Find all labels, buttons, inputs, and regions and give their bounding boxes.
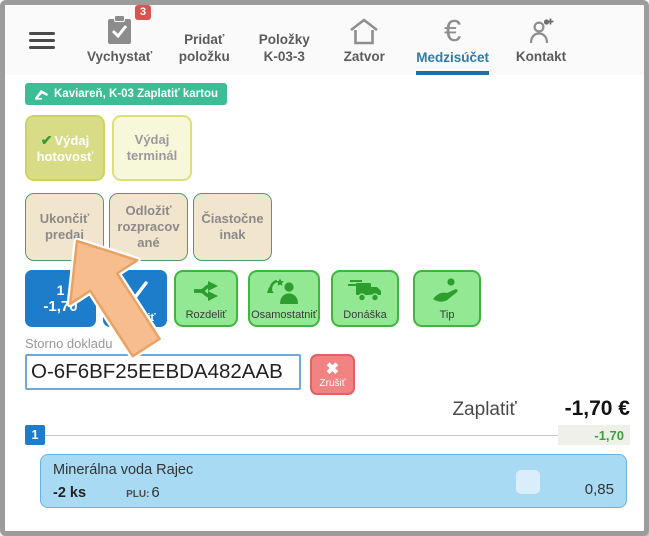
group-index-badge: 1 (25, 425, 45, 445)
euro-icon: € (444, 13, 462, 48)
item-price: 0,85 (584, 481, 614, 498)
pay-total-row: Zaplatiť -1,70 € (25, 397, 630, 421)
context-badge[interactable]: Kaviareň, K-03 Zaplatiť kartou (25, 83, 228, 105)
separator-line (45, 434, 558, 436)
group-subtotal: -1,70 (558, 425, 630, 445)
storno-input[interactable] (25, 354, 301, 390)
top-nav: 3 Vychystať Pridať položku Položky K-03-… (5, 5, 644, 75)
nav-pridat-polozku[interactable]: Pridať položku (178, 32, 230, 64)
nav-medzisucet[interactable]: € Medzisúčet (412, 14, 493, 75)
ukoncit-predaj-button[interactable]: Ukončiť predaj (25, 193, 104, 261)
donaska-button[interactable]: Donáška (331, 270, 399, 327)
person-star-icon (267, 272, 301, 309)
zaplatit-amount: -1,70 € (564, 397, 630, 420)
storno-dokladu-label: Storno dokladu (25, 336, 113, 351)
nav-vychystat-label: Vychystať (87, 49, 153, 64)
oznacit-button[interactable]: Označiť (103, 270, 167, 327)
x-icon: ✖ (325, 360, 340, 378)
nav-kontakt[interactable]: Kontakt (509, 13, 573, 75)
zrusit-button[interactable]: ✖ Zrušiť (310, 354, 355, 395)
home-icon (348, 17, 380, 45)
rozdelit-button[interactable]: Rozdeliť (174, 270, 238, 327)
tip-button[interactable]: Tip (413, 270, 481, 327)
main-content: Kaviareň, K-03 Zaplatiť kartou ✔ Výdaj ho… (5, 75, 644, 508)
nav-zatvor-label: Zatvor (343, 49, 385, 64)
item-plu: PLU: 6 (126, 484, 160, 501)
delivery-truck-icon (348, 272, 382, 309)
item-quantity: -2 ks (53, 485, 87, 501)
item-checkbox[interactable] (516, 470, 540, 494)
check-icon: ✔ (40, 131, 53, 148)
storno-row: ✖ Zrušiť (25, 354, 630, 395)
vydaj-hotovost-button[interactable]: ✔ Výdaj hotovosť (25, 115, 105, 181)
nav-kontakt-label: Kontakt (515, 49, 567, 64)
payment-buttons-row: ✔ Výdaj hotovosť Výdaj terminál (25, 115, 630, 181)
selected-items-button[interactable]: 1 -1,70 (25, 270, 96, 327)
vychystat-count-badge: 3 (135, 5, 152, 20)
split-arrows-icon (191, 272, 221, 309)
nav-vychystat[interactable]: 3 Vychystať (83, 5, 156, 75)
clipboard-check-icon (106, 15, 133, 45)
check-icon (122, 270, 149, 311)
table-icon (34, 89, 49, 100)
sale-buttons-row: Ukončiť predaj Odložiť rozpracov ané Čia… (25, 193, 630, 261)
ciastocne-inak-button[interactable]: Čiastočne inak (193, 193, 272, 261)
person-plus-icon (527, 17, 555, 45)
osamostatnit-button[interactable]: Osamostatniť (248, 270, 320, 327)
item-actions-row: 1 -1,70 Označiť (25, 270, 630, 327)
hamburger-icon[interactable] (29, 28, 55, 53)
vydaj-terminal-button[interactable]: Výdaj terminál (112, 115, 192, 181)
group-separator: 1 -1,70 (25, 425, 630, 445)
odlozit-rozpracovane-button[interactable]: Odložiť rozpracov ané (109, 193, 188, 261)
active-tab-underline (416, 71, 490, 75)
zaplatit-label: Zaplatiť (452, 399, 517, 420)
nav-zatvor[interactable]: Zatvor (332, 13, 396, 75)
item-name: Minerálna voda Rajec (53, 462, 194, 478)
receipt-item-row[interactable]: Minerálna voda Rajec -2 ks PLU: 6 0,85 (40, 454, 627, 508)
nav-polozky[interactable]: Položky K-03-3 (258, 32, 310, 64)
context-badge-label: Kaviareň, K-03 Zaplatiť kartou (54, 88, 219, 100)
hand-coin-icon (430, 272, 464, 309)
nav-medzisucet-label: Medzisúčet (416, 50, 490, 65)
